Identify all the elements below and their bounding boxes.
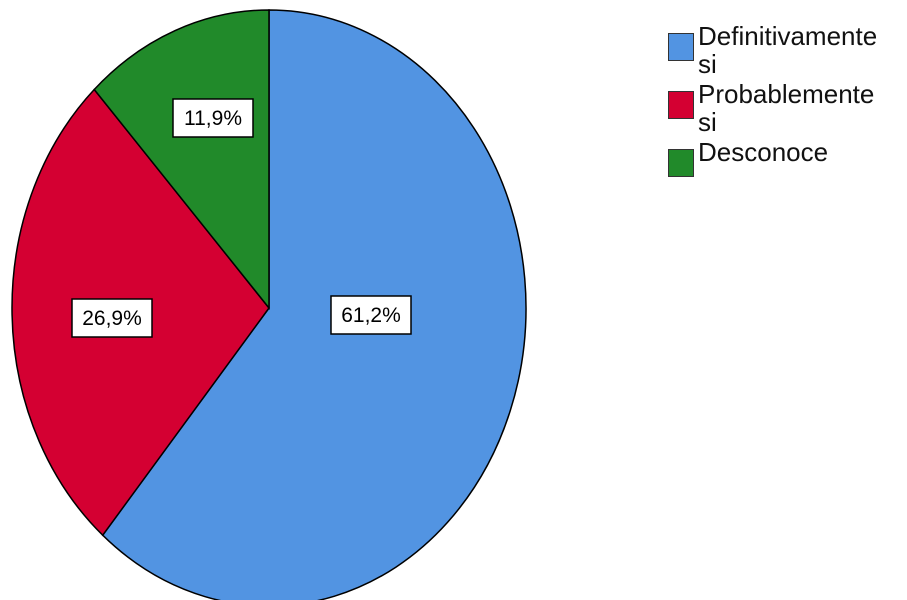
legend: Definitivamente si Probablemente si Desc…: [668, 22, 904, 179]
legend-swatch-desconoce: [668, 149, 694, 177]
data-label: 11,9%: [172, 98, 254, 138]
legend-swatch-probablemente: [668, 91, 694, 119]
data-label-box: [330, 295, 412, 335]
legend-swatch-definitivamente: [668, 33, 694, 61]
legend-item-definitivamente: Definitivamente si: [668, 22, 904, 78]
data-label-text: 61,2%: [341, 304, 401, 327]
legend-item-desconoce: Desconoce: [668, 138, 904, 177]
legend-item-probablemente: Probablemente si: [668, 80, 904, 136]
pie-slice-definitivamente-si: [101, 9, 527, 600]
data-label: 61,2%: [330, 295, 412, 335]
legend-label: Definitivamente si: [698, 21, 878, 79]
data-label-box: [172, 98, 254, 138]
pie-slice-desconoce: [93, 9, 270, 311]
legend-label: Desconoce: [698, 137, 829, 167]
data-label-text: 26,9%: [82, 307, 142, 330]
data-label-text: 11,9%: [184, 107, 242, 130]
data-label: 26,9%: [71, 298, 153, 338]
data-label-box: [71, 298, 153, 338]
legend-label: Probablemente si: [698, 79, 875, 137]
